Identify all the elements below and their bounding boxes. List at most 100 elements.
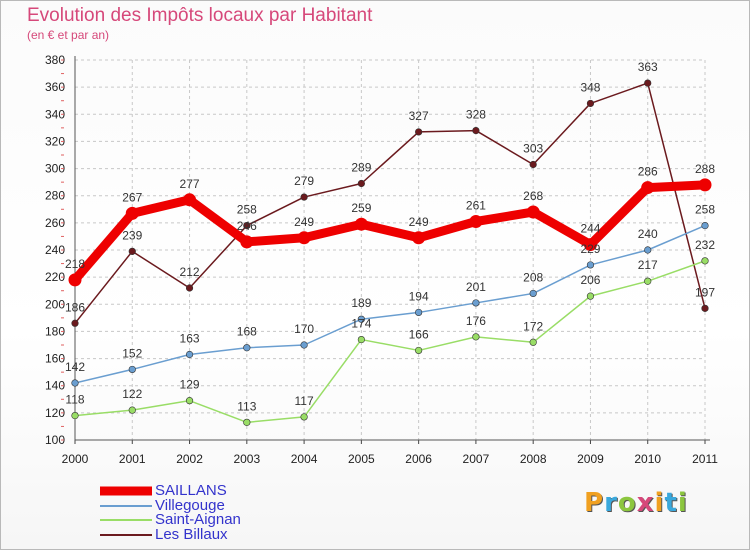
data-point-les-billaux [300,193,308,201]
data-label-saillans: 244 [580,222,600,236]
legend-label: Villegouge [155,496,225,514]
data-point-les-billaux [243,221,251,230]
data-label-saint-aignan: 174 [351,317,371,331]
data-label-les-billaux: 348 [580,80,600,94]
legend-item-saillans: SAILLANS [100,482,241,499]
data-label-les-billaux: 279 [294,174,314,188]
x-tick-label: 2009 [577,452,604,466]
y-tick-label: 260 [45,216,65,230]
data-label-saillans: 277 [180,177,200,191]
data-point-saillans [412,231,426,245]
legend-item-saint-aignan: Saint-Aignan [100,512,241,528]
data-point-saint-aignan [185,397,194,405]
data-point-villegouge [701,221,709,230]
data-point-saillans [183,193,197,207]
y-tick-label: 300 [45,162,65,176]
data-label-saillans: 268 [523,189,543,203]
data-point-saint-aignan [128,406,136,414]
legend-label: SAILLANS [155,482,227,499]
data-label-saint-aignan: 129 [180,378,200,392]
y-tick-label: 200 [45,297,65,311]
grid-lines [74,59,706,441]
data-point-les-billaux [415,128,423,136]
y-tick-label: 320 [45,134,65,148]
data-labels: 186 239 212 258 279 289 327 328 303 348 363 197 118 1… [65,60,715,413]
data-point-saint-aignan [529,338,537,346]
data-point-saillans [68,273,82,287]
chart-subtitle: (en € et par an) [27,28,110,42]
data-label-les-billaux: 289 [351,161,371,175]
data-point-villegouge [529,289,537,298]
data-point-saillans [641,181,655,195]
data-label-les-billaux: 363 [638,60,658,74]
data-label-villegouge: 194 [409,289,429,303]
proxiti-logo: Proxiti [584,488,688,518]
data-point-saillans [354,217,368,231]
data-point-villegouge [300,341,308,349]
data-label-villegouge: 152 [122,346,142,360]
data-label-saillans: 288 [695,162,715,176]
data-label-saint-aignan: 113 [237,399,256,413]
x-tick-label: 2006 [405,452,432,466]
data-label-saint-aignan: 217 [638,258,658,272]
data-point-saint-aignan [243,418,251,426]
x-tick-label: 2005 [348,452,375,466]
x-tick-label: 2003 [233,452,260,466]
data-label-les-billaux: 327 [409,109,429,123]
data-point-saint-aignan [357,335,365,344]
y-tick-label: 360 [45,80,65,94]
data-label-villegouge: 168 [237,325,257,339]
data-point-saillans [297,231,311,245]
data-label-saint-aignan: 232 [695,238,715,252]
data-label-saint-aignan: 172 [523,319,543,333]
data-label-saint-aignan: 118 [65,393,84,407]
data-label-saillans: 286 [638,165,658,179]
x-tick-label: 2001 [119,452,146,466]
data-label-saint-aignan: 206 [580,273,600,287]
x-tick-label: 2000 [62,452,89,466]
data-point-villegouge [71,379,79,387]
data-label-les-billaux: 303 [523,142,543,156]
data-point-villegouge [243,344,251,352]
data-point-saillans [125,206,139,220]
data-point-saillans [583,238,597,252]
data-label-les-billaux: 239 [122,228,142,242]
data-point-les-billaux [701,304,709,312]
data-label-saillans: 261 [466,199,486,213]
data-label-villegouge: 142 [65,360,85,374]
y-tick-label: 120 [45,406,65,420]
data-point-villegouge [357,315,365,323]
data-label-villegouge: 170 [294,322,314,336]
legend-item-les-billaux: Les Billaux [100,527,241,543]
logo-letter: o [617,488,637,518]
logo-letter: i [654,488,665,518]
logo-letter: t [664,488,678,518]
y-tick-label: 100 [45,433,65,447]
data-point-saillans [469,215,483,228]
data-point-saint-aignan [71,411,79,420]
y-tick-label: 220 [45,270,65,284]
legend-swatch [100,504,152,507]
x-tick-label: 2011 [692,452,718,466]
data-label-villegouge: 201 [466,280,486,294]
data-label-villegouge: 229 [580,242,600,256]
data-label-saillans: 218 [65,257,85,271]
data-label-saillans: 249 [294,215,314,229]
data-point-saint-aignan [586,292,595,300]
data-point-villegouge [472,299,480,307]
data-point-villegouge [644,246,652,254]
legend-item-villegouge: Villegouge [100,496,241,514]
x-tick-label: 2010 [634,452,661,466]
y-tick-label: 380 [45,53,65,67]
data-point-villegouge [586,261,595,269]
data-label-saint-aignan: 117 [295,394,314,408]
axes: 100 120 140 160 180 200 220 240 260 280 300 320 340 3… [45,53,718,466]
x-tick-label: 2004 [291,452,318,466]
logo-letter: P [584,488,605,518]
data-label-saint-aignan: 166 [409,327,429,341]
data-point-les-billaux [644,79,652,87]
logo-letter: r [604,488,618,518]
legend-swatch [100,519,152,522]
data-label-les-billaux: 197 [695,285,715,299]
series-line-saint-aignan [74,260,706,424]
